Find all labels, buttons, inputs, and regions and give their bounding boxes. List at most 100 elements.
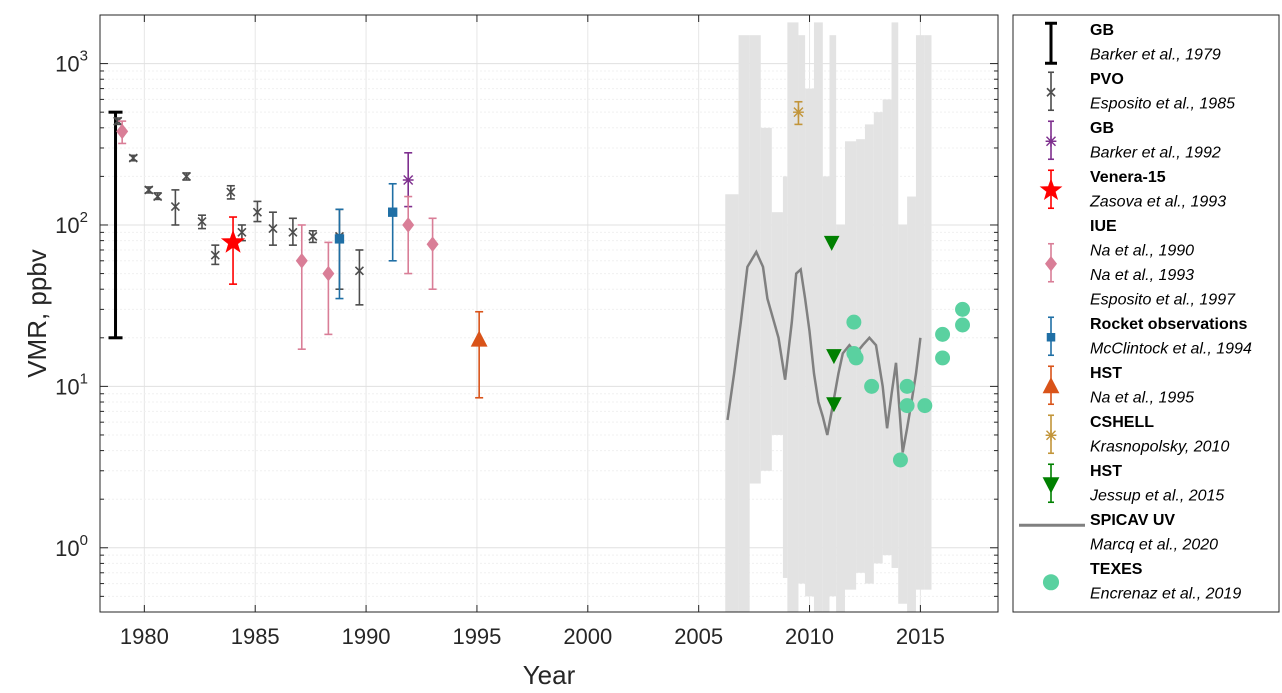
- spicav-band-segment: [915, 35, 925, 590]
- legend-reference: McClintock et al., 1994: [1090, 341, 1252, 358]
- spicav-band-segment: [771, 212, 783, 435]
- triangle-up-marker: [470, 330, 488, 347]
- square-marker: [334, 234, 345, 244]
- square-marker: [388, 207, 398, 217]
- x-marker: [252, 207, 262, 217]
- legend-entry: HST Jessup et al., 2015: [1042, 463, 1224, 505]
- diamond-marker: [426, 236, 439, 253]
- circle-marker: [917, 398, 933, 414]
- legend-reference: Na et al., 1993: [1090, 267, 1194, 284]
- y-tick-label: 100: [55, 532, 88, 561]
- legend-entry: GB Barker et al., 1992: [1045, 120, 1221, 162]
- legend-entry: Venera-15 Zasova et al., 1993: [1039, 169, 1226, 211]
- axes: 1980 1985 1990 1995 2000 2005 2010 2015 100 101 10…: [55, 14, 999, 649]
- legend-reference: Krasnopolsky, 2010: [1090, 439, 1229, 456]
- diamond-marker: [322, 265, 335, 282]
- spicav-band-segment: [924, 35, 932, 590]
- legend-name: TEXES: [1090, 561, 1143, 578]
- triangle-down-marker: [1042, 477, 1060, 494]
- diamond-marker: [402, 217, 415, 233]
- legend-name: IUE: [1090, 218, 1117, 235]
- legend-reference: Esposito et al., 1997: [1090, 292, 1236, 309]
- series-rocket-observations: [334, 182, 398, 300]
- legend-reference: Esposito et al., 1985: [1090, 96, 1235, 113]
- legend-entry: SPICAV UV Marcq et al., 2020: [1019, 512, 1218, 554]
- plot-frame: [99, 14, 999, 613]
- circle-marker: [892, 452, 908, 468]
- spicav-line: [726, 249, 922, 453]
- spicav-band-segment: [836, 224, 846, 613]
- legend-reference: Barker et al., 1992: [1090, 145, 1221, 162]
- spicav-band-segment: [813, 22, 823, 613]
- legend-name: GB: [1090, 22, 1114, 39]
- legend-entry: CSHELL Krasnopolsky, 2010: [1045, 414, 1229, 456]
- square-marker: [1046, 333, 1056, 342]
- series-cshell: [793, 100, 804, 126]
- series-hst: [823, 235, 842, 413]
- spicav-band-segment: [845, 141, 857, 590]
- legend-box: [1012, 14, 1280, 613]
- circle-marker: [899, 378, 915, 394]
- x-tick-label: 2010: [785, 624, 834, 649]
- x-tick-label: 1995: [452, 624, 501, 649]
- series-hst: [470, 310, 488, 399]
- legend-reference: Jessup et al., 2015: [1089, 488, 1224, 505]
- legend-reference: Marcq et al., 2020: [1090, 537, 1218, 554]
- spicav-band-segment: [829, 35, 837, 597]
- x-marker: [237, 227, 247, 237]
- legend-reference: Zasova et al., 1993: [1089, 194, 1226, 211]
- circle-marker: [864, 378, 880, 394]
- x-marker: [308, 231, 318, 241]
- x-marker: [268, 224, 278, 234]
- spicav-band-segment: [738, 35, 750, 612]
- series-texes: [846, 301, 970, 468]
- series-gb: [108, 110, 123, 340]
- asterisk-marker: [793, 106, 804, 118]
- circle-marker: [935, 326, 951, 342]
- spicav-band-segment: [864, 124, 874, 584]
- legend-entry: TEXES Encrenaz et al., 2019: [1042, 561, 1241, 603]
- legend-entry: HST Na et al., 1995: [1042, 365, 1194, 407]
- spicav-band-segment: [898, 224, 908, 604]
- x-marker: [197, 216, 207, 227]
- spicav-band-segment: [873, 112, 883, 564]
- legend-name: HST: [1090, 365, 1122, 382]
- circle-marker: [899, 398, 915, 414]
- x-tick-label: 1980: [120, 624, 169, 649]
- legend-name: Venera-15: [1090, 169, 1166, 186]
- spicav-band-segment: [822, 176, 830, 612]
- x-tick-label: 1990: [342, 624, 391, 649]
- x-marker: [226, 187, 236, 197]
- x-marker: [288, 227, 298, 237]
- legend-name: SPICAV UV: [1090, 512, 1175, 529]
- series-venera-15: [220, 216, 246, 285]
- legend-reference: Encrenaz et al., 2019: [1090, 586, 1241, 603]
- legend-name: PVO: [1090, 71, 1124, 88]
- legend-name: HST: [1090, 463, 1122, 480]
- y-tick-label: 101: [55, 370, 88, 399]
- asterisk-marker: [402, 174, 414, 186]
- x-marker: [1046, 87, 1056, 97]
- legend-name: GB: [1090, 120, 1114, 137]
- x-marker: [210, 250, 220, 260]
- x-tick-label: 2015: [896, 624, 945, 649]
- legend-entry: IUE Na et al., 1990 Na et al., 1993 Esposit…: [1045, 218, 1236, 309]
- circle-marker: [935, 350, 951, 366]
- diamond-marker: [1045, 255, 1057, 272]
- legend-name: Rocket observations: [1090, 316, 1247, 333]
- legend: GB Barker et al., 1979 PVO Esposito et al.,…: [1012, 14, 1280, 613]
- circle-marker: [955, 301, 970, 317]
- triangle-down-marker: [823, 235, 840, 251]
- spicav-band-segment: [760, 127, 772, 471]
- series-iue: [116, 120, 439, 350]
- legend-entry: PVO Esposito et al., 1985: [1046, 71, 1235, 113]
- spicav-band-segment: [749, 35, 761, 484]
- circle-marker: [1042, 574, 1060, 591]
- x-tick-label: 1985: [231, 624, 280, 649]
- x-marker: [128, 153, 138, 163]
- x-marker: [144, 185, 154, 195]
- diamond-marker: [295, 252, 308, 269]
- x-axis-label: Year: [523, 660, 576, 690]
- asterisk-marker: [1045, 429, 1057, 441]
